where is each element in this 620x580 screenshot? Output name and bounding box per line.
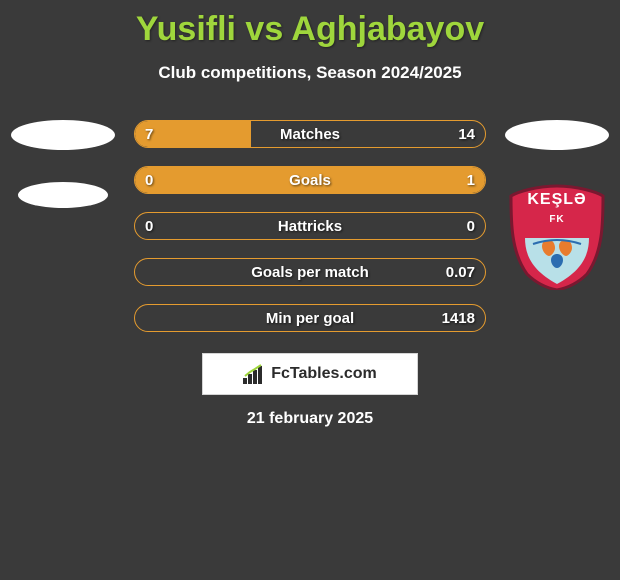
subtitle: Club competitions, Season 2024/2025 xyxy=(0,63,620,83)
stat-label: Hattricks xyxy=(278,218,342,235)
right-player-badges: KEŞLƏ FK xyxy=(502,120,612,290)
club-name: KEŞLƏ FK xyxy=(507,191,607,227)
stat-label: Goals per match xyxy=(251,264,369,281)
stats-container: 7 Matches 14 0 Goals 1 0 Hattricks 0 Goals per ma… xyxy=(134,120,486,332)
stat-row: 0 Goals 1 xyxy=(134,166,486,194)
stat-value-right: 1 xyxy=(467,167,475,193)
stat-value-left: 0 xyxy=(145,167,153,193)
stat-value-right: 1418 xyxy=(442,305,475,331)
brand-box[interactable]: FcTables.com xyxy=(202,353,418,395)
stat-value-left: 7 xyxy=(145,121,153,147)
stat-row: Min per goal 1418 xyxy=(134,304,486,332)
stat-row: Goals per match 0.07 xyxy=(134,258,486,286)
stat-row: 7 Matches 14 xyxy=(134,120,486,148)
stat-label: Min per goal xyxy=(266,310,354,327)
stat-label: Matches xyxy=(280,126,340,143)
stat-value-right: 0 xyxy=(467,213,475,239)
club-shield-kesla: KEŞLƏ FK xyxy=(507,182,607,290)
brand-text: FcTables.com xyxy=(271,365,377,383)
left-player-badges xyxy=(8,120,118,208)
placeholder-badge xyxy=(18,182,108,208)
placeholder-badge xyxy=(505,120,609,150)
stat-value-left: 0 xyxy=(145,213,153,239)
stat-label: Goals xyxy=(289,172,331,189)
page-title: Yusifli vs Aghjabayov xyxy=(0,0,620,49)
placeholder-badge xyxy=(11,120,115,150)
stat-value-right: 0.07 xyxy=(446,259,475,285)
bars-icon xyxy=(243,364,265,384)
stat-value-right: 14 xyxy=(458,121,475,147)
date-text: 21 february 2025 xyxy=(0,410,620,428)
stat-row: 0 Hattricks 0 xyxy=(134,212,486,240)
